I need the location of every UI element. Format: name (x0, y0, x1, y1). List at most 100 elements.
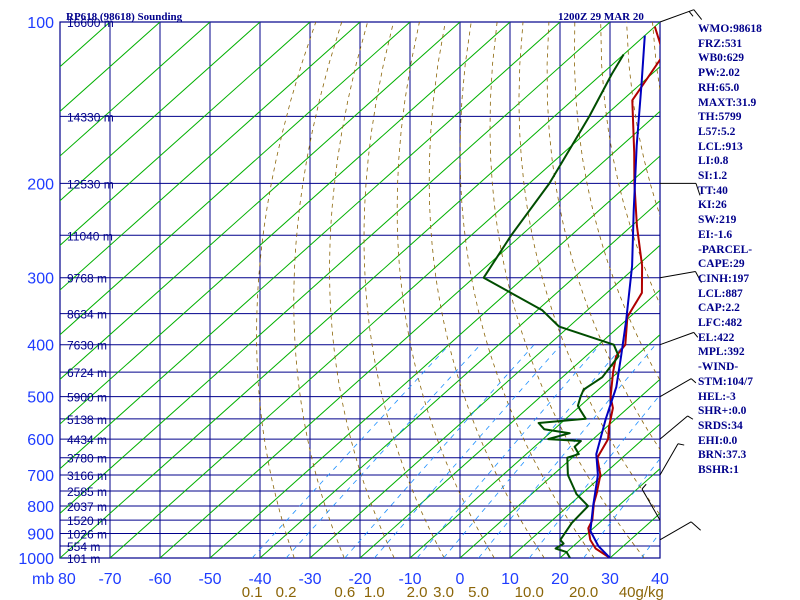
height-label: 6724 m (67, 366, 107, 380)
index-row: SI:1.2 (698, 170, 728, 183)
mixing-ratio-lines (251, 344, 660, 558)
mixing-ratio-label: 3.0 (433, 584, 454, 600)
height-label: 5138 m (67, 413, 107, 427)
temperature-tick-label: 10 (501, 571, 519, 588)
mixing-ratio-line (344, 344, 535, 558)
barb-shaft (641, 488, 661, 521)
barb-half-flag (687, 415, 694, 420)
pressure-label: 600 (27, 432, 54, 449)
dry-adiabat-line (459, 22, 595, 558)
mixing-ratio-label: 1.0 (364, 584, 385, 600)
isotherm-line (459, 378, 660, 558)
index-row: EHI:0.0 (698, 434, 738, 447)
index-row: WB0:629 (698, 52, 744, 65)
height-label: 554 m (67, 540, 100, 554)
mixing-ratio-label: 40g/kg (619, 584, 664, 600)
index-row: -PARCEL- (698, 243, 753, 256)
mixing-ratio-label: 2.0 (407, 584, 428, 600)
height-label: 101 m (67, 552, 100, 566)
temperature-tick-label: -40 (248, 571, 271, 588)
isotherm-line (60, 22, 211, 157)
barb-flag (695, 271, 702, 283)
index-row: MAXT:31.9 (698, 96, 757, 109)
index-row: FRZ:531 (698, 37, 743, 50)
barb-shaft (659, 9, 694, 23)
isotherm-line (60, 22, 311, 247)
dewpoint-trace (482, 53, 625, 558)
index-row: BSHR:1 (698, 464, 739, 477)
temperature-trace (587, 26, 660, 558)
isotherm-line (259, 199, 660, 558)
mixing-ratio-label: 0.6 (334, 584, 355, 600)
wind-barb (641, 483, 661, 521)
index-row: HEL:-3 (698, 390, 736, 403)
dry-adiabat-line (396, 22, 495, 558)
pressure-label: 300 (27, 271, 54, 288)
isotherm-line (60, 22, 361, 291)
observation-time: 1200Z 29 MAR 20 (558, 11, 644, 23)
isotherm-line (309, 244, 660, 558)
index-row: LI:0.8 (698, 155, 729, 168)
temperature-tick-label: 30 (601, 571, 619, 588)
wind-barb (659, 331, 699, 346)
wind-barb (659, 415, 694, 440)
index-row: LFC:482 (698, 317, 743, 330)
isotherm-line (60, 22, 461, 381)
mixing-ratio-line (443, 344, 625, 558)
isotherm-line (60, 22, 261, 202)
pressure-label: 100 (27, 15, 54, 32)
height-label: 7630 m (67, 339, 107, 353)
index-row: CINH:197 (698, 272, 750, 285)
pressure-label: 1000 (18, 551, 54, 568)
index-row: CAP:2.2 (698, 302, 740, 315)
index-row: BRN:37.3 (698, 449, 747, 462)
pressure-label: 700 (27, 468, 54, 485)
parcel-trace (589, 35, 646, 558)
mixing-ratio-line (583, 458, 660, 558)
height-label: 2037 m (67, 500, 107, 514)
barb-flag (690, 521, 701, 531)
temperature-tick-label: 20 (551, 571, 569, 588)
barb-half-flag (690, 378, 697, 384)
temperature-tick-label: -20 (348, 571, 371, 588)
index-row: WMO:98618 (698, 23, 762, 35)
barb-shaft (659, 521, 692, 541)
pressure-label: 900 (27, 526, 54, 543)
pressure-label: 800 (27, 499, 54, 516)
index-row: TH:5799 (698, 111, 742, 124)
temperature-tick-label: 40 (651, 571, 669, 588)
dry-adiabat-line (329, 22, 395, 558)
pressure-label: 500 (27, 390, 54, 407)
wind-barb (659, 443, 685, 476)
mixing-ratio-label: 0.2 (276, 584, 297, 600)
index-row: TT:40 (698, 184, 728, 197)
index-row: KI:26 (698, 199, 727, 212)
isotherm-line (60, 22, 611, 515)
isotherm-lines (60, 22, 660, 558)
temperature-tick-label: -30 (298, 571, 321, 588)
station-title: RP618 (98618) Sounding (66, 11, 183, 23)
dry-adiabat-line (363, 22, 445, 558)
mixing-ratio-line (251, 344, 450, 558)
dry-adiabat-line (518, 22, 660, 516)
height-label: 14330 m (67, 110, 114, 124)
height-label: 11040 m (67, 229, 113, 243)
indices-panel: WMO:98618 FRZ:531 WB0:629 PW:2.02 RH:65.0 MAX… (698, 22, 800, 478)
isotherm-line (109, 65, 660, 558)
wind-barb (660, 182, 701, 196)
barb-shaft (659, 270, 696, 279)
barb-shaft (659, 415, 688, 440)
dry-adiabat-line (489, 22, 645, 558)
dry-adiabat-line (428, 22, 545, 558)
height-label: 8634 m (67, 308, 107, 322)
height-label: 2585 m (67, 485, 107, 499)
temperature-tick-label: -10 (398, 571, 421, 588)
dry-adiabat-line (256, 22, 317, 558)
barb-shaft (659, 331, 694, 346)
isotherm-line (60, 22, 411, 336)
index-row: SW:219 (698, 214, 737, 227)
index-row: STM:104/7 (698, 375, 753, 388)
isotherm-line (159, 110, 660, 558)
mixing-ratio-label: 0.1 (242, 584, 263, 600)
index-row: EI:-1.6 (698, 228, 733, 241)
